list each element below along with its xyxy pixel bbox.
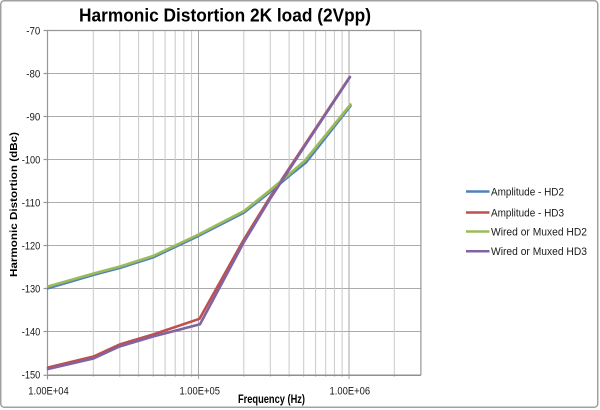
svg-text:-100: -100 bbox=[22, 155, 41, 167]
svg-text:1.00E+06: 1.00E+06 bbox=[330, 385, 371, 397]
svg-text:-130: -130 bbox=[22, 284, 41, 296]
svg-text:-110: -110 bbox=[22, 198, 41, 210]
svg-text:-150: -150 bbox=[22, 370, 41, 382]
svg-text:Frequency (Hz): Frequency (Hz) bbox=[238, 394, 305, 406]
svg-text:-70: -70 bbox=[26, 26, 40, 38]
svg-text:1.00E+05: 1.00E+05 bbox=[179, 385, 220, 397]
svg-text:Wired or Muxed HD3: Wired or Muxed HD3 bbox=[491, 246, 587, 258]
svg-text:1.00E+04: 1.00E+04 bbox=[28, 385, 69, 397]
svg-text:Harmonic Distortion (dBc): Harmonic Distortion (dBc) bbox=[8, 132, 20, 277]
svg-text:Harmonic Distortion 2K load (2: Harmonic Distortion 2K load (2Vpp) bbox=[79, 6, 371, 26]
svg-text:Amplitude - HD2: Amplitude - HD2 bbox=[491, 187, 564, 199]
svg-text:-80: -80 bbox=[26, 69, 40, 81]
svg-text:-140: -140 bbox=[22, 327, 41, 339]
svg-text:-90: -90 bbox=[26, 112, 40, 124]
svg-text:-120: -120 bbox=[22, 241, 41, 253]
svg-text:Wired or Muxed HD2: Wired or Muxed HD2 bbox=[491, 227, 587, 239]
svg-text:Amplitude - HD3: Amplitude - HD3 bbox=[491, 208, 564, 220]
